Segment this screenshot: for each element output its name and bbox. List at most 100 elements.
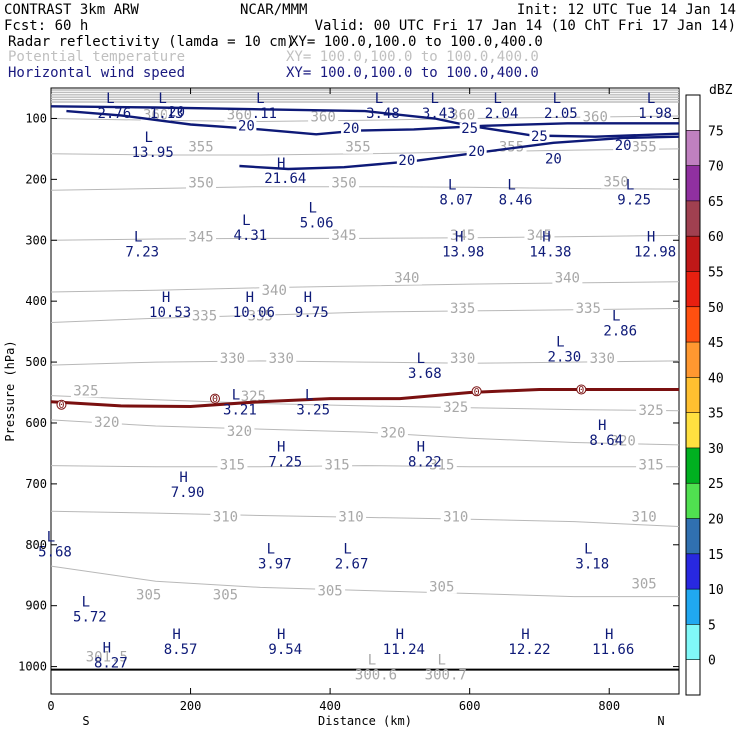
x-axis-right-label: N (657, 714, 664, 728)
colorbar-swatch (686, 553, 700, 590)
theta-contour-label: 330 (269, 351, 294, 367)
wind-extremum-value: 2.05 (544, 106, 578, 122)
theta-contour-label: 345 (527, 228, 552, 244)
zero-dbz-label-bg (576, 384, 587, 395)
colorbar-swatch (686, 589, 700, 625)
wind-extremum-marker: L (305, 388, 313, 404)
colorbar-label: 65 (708, 195, 724, 210)
wind-label-bg (466, 145, 487, 159)
wind-speed-label: 20 (238, 118, 255, 134)
theta-contour-label: 325 (443, 400, 468, 416)
wind-extremum-marker: H (162, 290, 170, 306)
theta-label-bg (329, 176, 360, 190)
wind-extremum-value: 8.07 (439, 193, 473, 209)
theta-contour-label: 345 (331, 228, 356, 244)
theta-label-bg (601, 175, 632, 189)
theta-contour-label: 305 (213, 587, 238, 603)
wind-extremum-marker: L (47, 530, 55, 546)
wind-extremum-value: 4.31 (234, 228, 268, 244)
wind-extremum-value: 2.86 (603, 323, 637, 339)
wind-extremum-marker: L (134, 229, 142, 245)
wind-extremum-value: 3.97 (258, 557, 292, 573)
theta-label-bg (217, 352, 248, 366)
wind-extremum-value: 10.53 (149, 305, 191, 321)
colorbar-swatch (686, 130, 700, 166)
theta-label-bg (629, 577, 660, 591)
theta-contour-label: 310 (338, 509, 363, 525)
model-title: CONTRAST 3km ARW (4, 2, 139, 18)
wind-extremum-value: 13.95 (132, 145, 174, 161)
theta-contour-label: 320 (227, 424, 252, 440)
wind-extremum-value: 2.04 (485, 106, 519, 122)
theta-contour (50, 234, 680, 241)
wind-extremum-marker: L (144, 130, 152, 146)
field-theta: Potential temperature (8, 49, 185, 65)
theta-contour-label: 305 (429, 579, 454, 595)
theta-contour (50, 148, 680, 156)
y-tick-label: 400 (25, 294, 47, 308)
field-theta-xy: XY= 100.0,100.0 to 100.0,400.0 (286, 49, 539, 65)
colorbar-swatch (686, 271, 700, 307)
wind-extremum-marker: H (304, 290, 312, 306)
wind-label-bg (166, 106, 187, 120)
colorbar-label: 15 (708, 548, 724, 563)
wind-extremum-value: 9.54 (268, 642, 302, 658)
wind-label-bg (341, 122, 362, 136)
theta-label-bg (377, 426, 408, 440)
theta-label-bg (587, 352, 618, 366)
theta-contour-label: 360 (583, 109, 608, 125)
theta-label-bg (426, 458, 457, 472)
wind-extremum-marker: H (598, 418, 606, 434)
wind-speed-contour (66, 109, 679, 136)
theta-label-bg (447, 352, 478, 366)
theta-contour (50, 360, 680, 366)
theta-contour-label: 310 (443, 509, 468, 525)
theta-label-bg (343, 140, 374, 154)
wind-extremum-value: 12.98 (634, 244, 676, 260)
wind-extremum-value: 2.76 (97, 106, 131, 122)
wind-extremum-value: 3.43 (422, 106, 456, 122)
theta-label-bg (217, 458, 248, 472)
zero-dbz-contour (50, 388, 679, 409)
field-reflectivity: Radar reflectivity (lamda = 10 cm) (8, 34, 295, 50)
x-tick-label: 0 (47, 699, 54, 713)
theta-extremum-value: 300.6 (355, 668, 397, 684)
theta-label-bg (524, 229, 555, 243)
theta-contour-label: 340 (394, 271, 419, 287)
wind-extremum-value: 11.66 (592, 642, 634, 658)
wind-extremum-value: 3.18 (575, 557, 609, 573)
theta-label-bg (447, 302, 478, 316)
zero-dbz-label: 0 (578, 385, 584, 396)
theta-contour-label: 330 (450, 351, 475, 367)
x-axis-left-label: S (82, 714, 89, 728)
theta-label-bg (224, 425, 255, 439)
theta-label-bg (210, 588, 241, 602)
colorbar-swatch (686, 95, 700, 131)
colorbar-label: 35 (708, 407, 724, 422)
wind-label-bg (396, 155, 417, 169)
theta-contour-label: 330 (590, 351, 615, 367)
theta-contour-label: 350 (604, 174, 629, 190)
zero-dbz-label-bg (56, 399, 67, 410)
theta-contour-label: 345 (450, 228, 475, 244)
theta-contour-label: 320 (380, 425, 405, 441)
theta-label-bg (336, 510, 367, 524)
wind-extremum-marker: L (158, 91, 166, 107)
wind-label-bg (543, 153, 564, 167)
y-tick-label: 900 (25, 599, 47, 613)
wind-speed-contour (50, 105, 680, 138)
theta-label-bg (447, 229, 478, 243)
theta-contour-label: 315 (324, 458, 349, 474)
theta-extremum-value: 300.7 (425, 668, 467, 684)
x-tick-label: 800 (598, 699, 620, 713)
wind-extremum-marker: H (647, 229, 655, 245)
theta-label-bg (315, 584, 346, 598)
wind-extremum-marker: L (82, 595, 90, 611)
wind-extremum-marker: L (553, 91, 561, 107)
colorbar-swatch (686, 165, 700, 201)
zero-dbz-label-bg (209, 393, 220, 404)
colorbar-label: 30 (708, 442, 724, 457)
wind-extremum-marker: H (417, 439, 425, 455)
colorbar-label: 40 (708, 371, 724, 386)
